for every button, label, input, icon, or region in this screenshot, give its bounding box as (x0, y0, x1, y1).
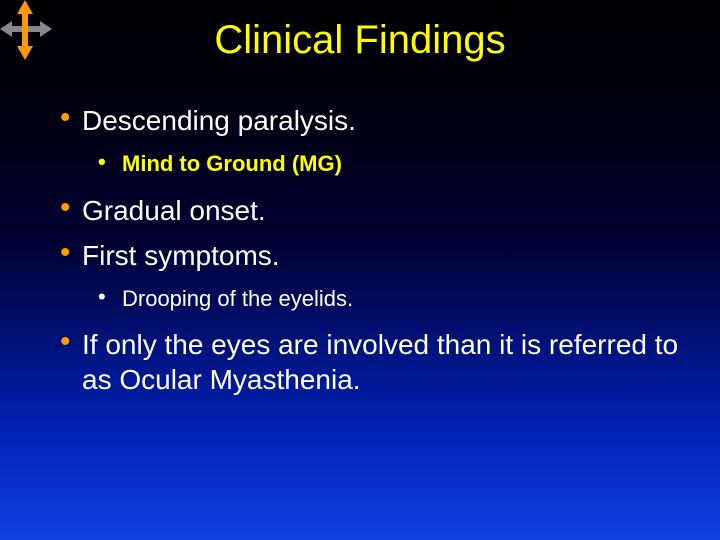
bullet-item: If only the eyes are involved than it is… (60, 327, 680, 397)
bullet-list: Descending paralysis. Mind to Ground (MG… (60, 103, 680, 397)
bullet-text: First symptoms. (82, 240, 280, 271)
bullet-item: First symptoms. Drooping of the eyelids. (60, 238, 680, 314)
bullet-item: Gradual onset. (60, 193, 680, 228)
slide-content: Clinical Findings Descending paralysis. … (0, 0, 720, 397)
sub-bullet-list: Drooping of the eyelids. (82, 285, 680, 314)
bullet-text: Descending paralysis. (82, 105, 356, 136)
sub-bullet-text: Mind to Ground (MG) (122, 151, 342, 176)
bullet-text: If only the eyes are involved than it is… (82, 329, 678, 395)
sub-bullet-list: Mind to Ground (MG) (82, 150, 680, 179)
sub-bullet-item: Drooping of the eyelids. (98, 285, 680, 314)
slide-title: Clinical Findings (40, 18, 680, 63)
sub-bullet-text: Drooping of the eyelids. (122, 286, 353, 311)
sub-bullet-item: Mind to Ground (MG) (98, 150, 680, 179)
bullet-text: Gradual onset. (82, 195, 266, 226)
bullet-item: Descending paralysis. Mind to Ground (MG… (60, 103, 680, 179)
